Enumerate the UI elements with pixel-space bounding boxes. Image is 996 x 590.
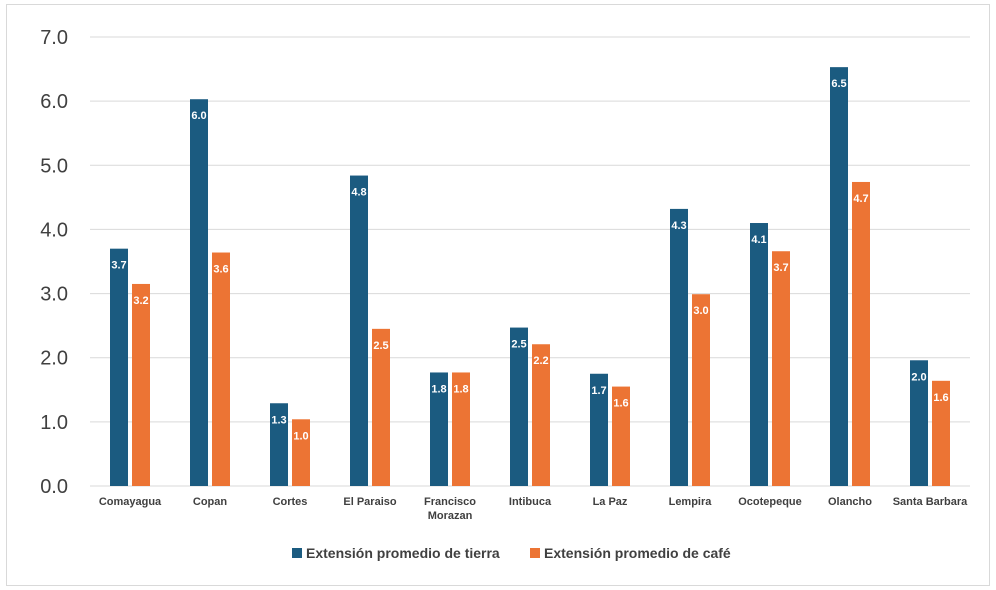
y-tick-label: 4.0 — [40, 219, 68, 241]
data-labels: 3.7 3.2 6.0 3.6 1.3 1.0 4.8 2.5 1.8 1.8 2.5 2.2 1.7 1… — [111, 78, 948, 442]
x-tick-label: Lempira — [669, 496, 713, 508]
data-label: 3.7 — [111, 260, 126, 272]
data-label: 2.5 — [511, 339, 526, 351]
data-label: 1.8 — [453, 383, 468, 395]
x-tick-label: Francisco — [424, 496, 476, 508]
legend-swatch — [530, 548, 540, 558]
data-label: 2.5 — [373, 340, 388, 352]
data-label: 2.2 — [533, 355, 548, 367]
x-tick-label: Ocotepeque — [738, 496, 802, 508]
data-label: 1.6 — [613, 398, 628, 410]
x-tick-label: Comayagua — [99, 496, 162, 508]
data-label: 4.3 — [671, 220, 686, 232]
bar — [772, 251, 790, 486]
x-tick-label: Olancho — [828, 496, 872, 508]
legend-label: Extensión promedio de tierra — [306, 545, 500, 561]
data-label: 3.0 — [693, 305, 708, 317]
x-tick-label: Morazan — [428, 510, 473, 522]
bar — [212, 253, 230, 486]
data-label: 1.6 — [933, 392, 948, 404]
data-label: 4.1 — [751, 234, 766, 246]
y-tick-label: 7.0 — [40, 27, 68, 49]
legend-swatch — [292, 548, 302, 558]
x-tick-label: Intibuca — [509, 496, 552, 508]
x-tick-label: La Paz — [593, 496, 628, 508]
data-label: 1.8 — [431, 383, 446, 395]
data-label: 3.2 — [133, 295, 148, 307]
bar — [670, 209, 688, 486]
data-label: 1.7 — [591, 385, 606, 397]
data-label: 1.0 — [293, 430, 308, 442]
y-tick-label: 6.0 — [40, 91, 68, 113]
data-label: 6.5 — [831, 78, 846, 90]
data-label: 6.0 — [191, 110, 206, 122]
bar — [190, 99, 208, 486]
data-label: 2.0 — [911, 371, 926, 383]
bar — [852, 182, 870, 486]
y-tick-label: 3.0 — [40, 284, 68, 306]
x-tick-label: Santa Barbara — [893, 496, 968, 508]
data-label: 3.7 — [773, 262, 788, 274]
y-tick-label: 5.0 — [40, 155, 68, 177]
bar — [372, 329, 390, 486]
x-tick-label: Copan — [193, 496, 228, 508]
bar — [830, 67, 848, 486]
y-axis-tick-labels: 0.0 1.0 2.0 3.0 4.0 5.0 6.0 7.0 — [40, 27, 68, 498]
data-label: 1.3 — [271, 414, 286, 426]
data-label: 3.6 — [213, 264, 228, 276]
data-label: 4.7 — [853, 193, 868, 205]
data-label: 4.8 — [351, 187, 366, 199]
x-tick-label: Cortes — [273, 496, 308, 508]
y-tick-label: 2.0 — [40, 348, 68, 370]
legend-label: Extensión promedio de café — [544, 545, 731, 561]
legend: Extensión promedio de tierra Extensión pr… — [292, 545, 731, 561]
bar — [132, 284, 150, 486]
bar — [350, 176, 368, 486]
y-tick-label: 0.0 — [40, 476, 68, 498]
x-tick-label: El Paraiso — [343, 496, 396, 508]
x-axis-tick-labels: Comayagua Copan Cortes El Paraiso Francisco M… — [99, 496, 968, 522]
bar — [750, 223, 768, 486]
bars — [110, 67, 950, 486]
bar — [692, 294, 710, 486]
y-tick-label: 1.0 — [40, 412, 68, 434]
bar — [110, 249, 128, 486]
bar — [510, 328, 528, 486]
